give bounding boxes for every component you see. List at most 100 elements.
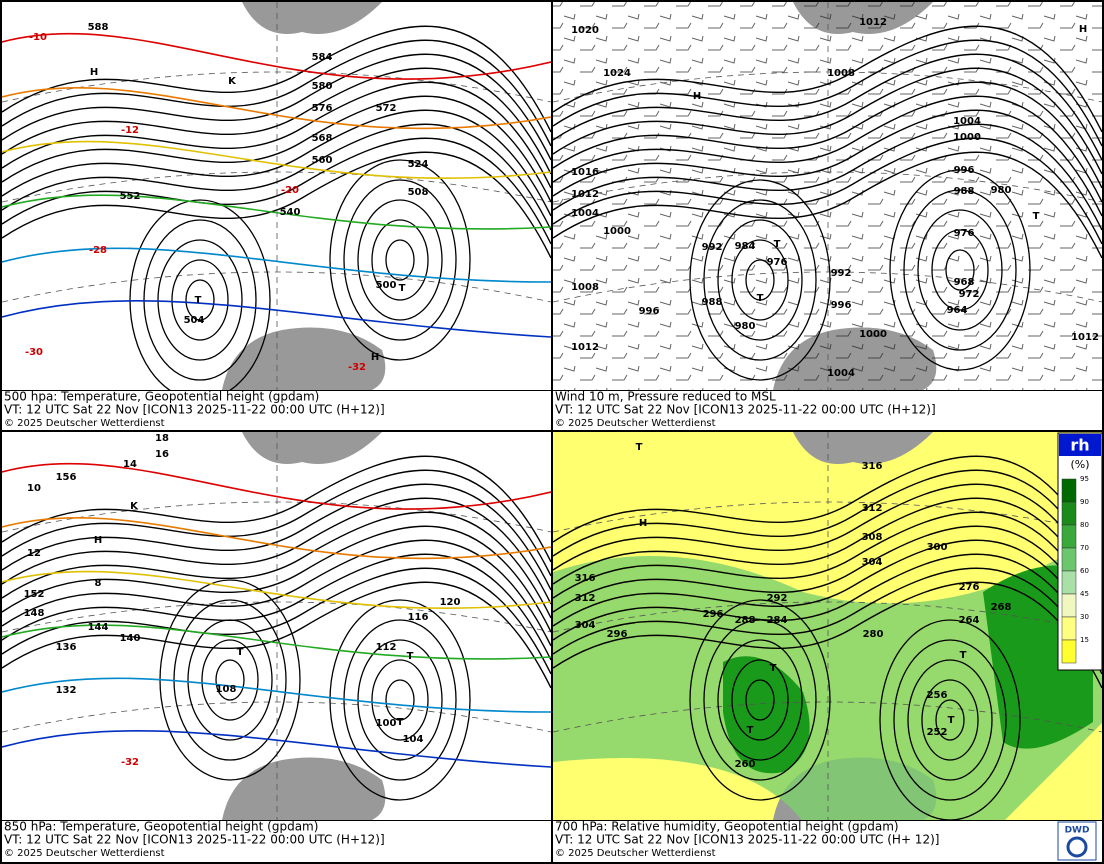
contour: [553, 469, 1102, 577]
contour: [893, 639, 1007, 801]
contour-label: 276: [959, 582, 980, 593]
contour: [2, 81, 551, 189]
contour-label: 588: [88, 22, 109, 33]
contour: [553, 95, 1102, 203]
pressure-center: T: [397, 717, 404, 728]
contour-label: 148: [24, 608, 45, 619]
contour-label: 1008: [827, 68, 855, 79]
contour: [553, 151, 1102, 259]
contour-label: 976: [767, 257, 788, 268]
contour: [2, 39, 551, 147]
contour-label: 500: [376, 280, 397, 291]
caption-area: [2, 821, 551, 862]
contour-label: 1000: [859, 329, 887, 340]
contour-label: 288: [735, 615, 756, 626]
contour-label: 280: [863, 629, 884, 640]
graticule: [553, 271, 1102, 303]
contour: [553, 25, 1102, 133]
contour-label: 996: [831, 300, 852, 311]
contour-label: 104: [403, 734, 424, 745]
contour-label: 1004: [571, 208, 599, 219]
pressure-center: T: [948, 715, 955, 726]
contour-label: 296: [607, 629, 628, 640]
pressure-center: H: [1079, 24, 1087, 35]
contour-label: 300: [927, 542, 948, 553]
legend-tick: 15: [1080, 636, 1089, 644]
pressure-center: T: [399, 283, 406, 294]
legend-swatch: [1061, 639, 1077, 664]
contour: [185, 279, 215, 321]
contour-label: 1020: [571, 25, 599, 36]
contour: [903, 189, 1017, 351]
pressure-center: T: [195, 295, 202, 306]
caption-area: [553, 821, 1102, 862]
contour: [945, 249, 975, 291]
legend-tick: 95: [1080, 475, 1089, 483]
contour-label: 524: [408, 159, 429, 170]
contour-label: 1000: [603, 226, 631, 237]
contour: [553, 483, 1102, 591]
contour-label: 296: [703, 609, 724, 620]
pressure-center: T: [774, 239, 781, 250]
contour-label: -32: [121, 757, 139, 768]
contour: [2, 525, 551, 633]
pressure-center: H: [371, 352, 379, 363]
legend-title: rh: [1070, 436, 1089, 455]
contour-label: 136: [56, 642, 77, 653]
contour-label: 292: [767, 593, 788, 604]
contour-label: 988: [702, 297, 723, 308]
contour: [553, 53, 1102, 161]
contour: [171, 259, 229, 341]
caption-line: Wind 10 m, Pressure reduced to MSL: [555, 390, 776, 404]
contour: [129, 199, 271, 390]
contour-label: 156: [56, 472, 77, 483]
contour-label: 508: [408, 187, 429, 198]
contour-label: 968: [954, 277, 975, 288]
pressure-center: K: [130, 501, 139, 512]
legend-swatch: [1061, 478, 1077, 503]
contour-label: 576: [312, 103, 333, 114]
contour: [553, 81, 1102, 189]
contour-label: 1008: [571, 282, 599, 293]
contour-label: 10: [27, 483, 41, 494]
contour: [717, 639, 803, 761]
legend-swatch: [1061, 547, 1077, 572]
legend-tick: 60: [1080, 567, 1089, 575]
pressure-center: H: [94, 535, 102, 546]
contour-label: 16: [155, 449, 169, 460]
contour: [385, 679, 415, 721]
graticule: [2, 701, 551, 733]
legend-tick: 45: [1080, 590, 1089, 598]
contour-label: 108: [216, 684, 237, 695]
caption-line: VT: 12 UTC Sat 22 Nov [ICON13 2025-11-22…: [4, 833, 385, 847]
pressure-center: T: [747, 725, 754, 736]
contour: [553, 553, 1102, 661]
contour-label: 112: [376, 642, 397, 653]
temperature-contour: [2, 570, 551, 610]
contour: [553, 109, 1102, 217]
caption-line: © 2025 Deutscher Wetterdienst: [555, 848, 716, 859]
contour-label: 560: [312, 155, 333, 166]
contour-label: 308: [862, 532, 883, 543]
contour-label: 144: [88, 622, 109, 633]
contour: [931, 229, 989, 311]
contour: [2, 25, 551, 133]
contour-label: 304: [575, 620, 596, 631]
contour-label: 316: [575, 573, 596, 584]
contour-label: 1012: [1071, 332, 1099, 343]
caption-line: VT: 12 UTC Sat 22 Nov [ICON13 2025-11-22…: [555, 833, 939, 847]
contour-label: 140: [120, 633, 141, 644]
contour-label: 580: [312, 81, 333, 92]
contour: [553, 39, 1102, 147]
contour: [553, 137, 1102, 245]
temperature-contour: [2, 516, 551, 560]
contour: [917, 209, 1003, 331]
land: [222, 757, 386, 820]
logo-box: [1057, 821, 1097, 861]
contour-label: 132: [56, 685, 77, 696]
contour-label: 264: [959, 615, 980, 626]
contour: [357, 639, 443, 761]
pressure-center: T: [237, 647, 244, 658]
contour-label: 972: [959, 289, 980, 300]
